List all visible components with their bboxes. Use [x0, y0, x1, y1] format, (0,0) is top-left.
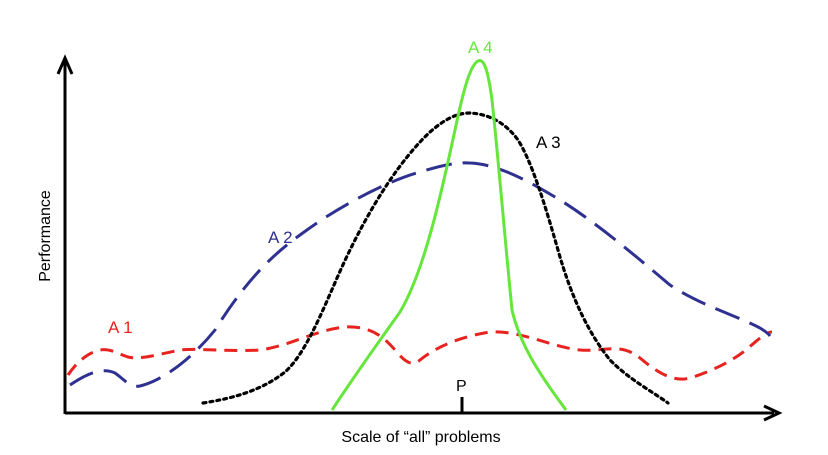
label-a4: A 4 — [468, 38, 493, 57]
label-a1: A 1 — [108, 318, 133, 337]
x-axis-arrow — [763, 404, 783, 422]
x-marker-label: P — [456, 378, 467, 395]
label-a2: A 2 — [268, 228, 293, 247]
curve-a3 — [201, 111, 670, 405]
axes — [56, 54, 783, 422]
label-a3: A 3 — [536, 133, 561, 152]
curve-a2 — [69, 161, 772, 388]
y-axis-arrow — [56, 54, 74, 75]
x-axis-title: Scale of “all” problems — [341, 429, 500, 446]
curve-a1 — [66, 325, 773, 381]
y-axis-title: Performance — [37, 190, 54, 282]
curve-a4 — [330, 59, 568, 411]
